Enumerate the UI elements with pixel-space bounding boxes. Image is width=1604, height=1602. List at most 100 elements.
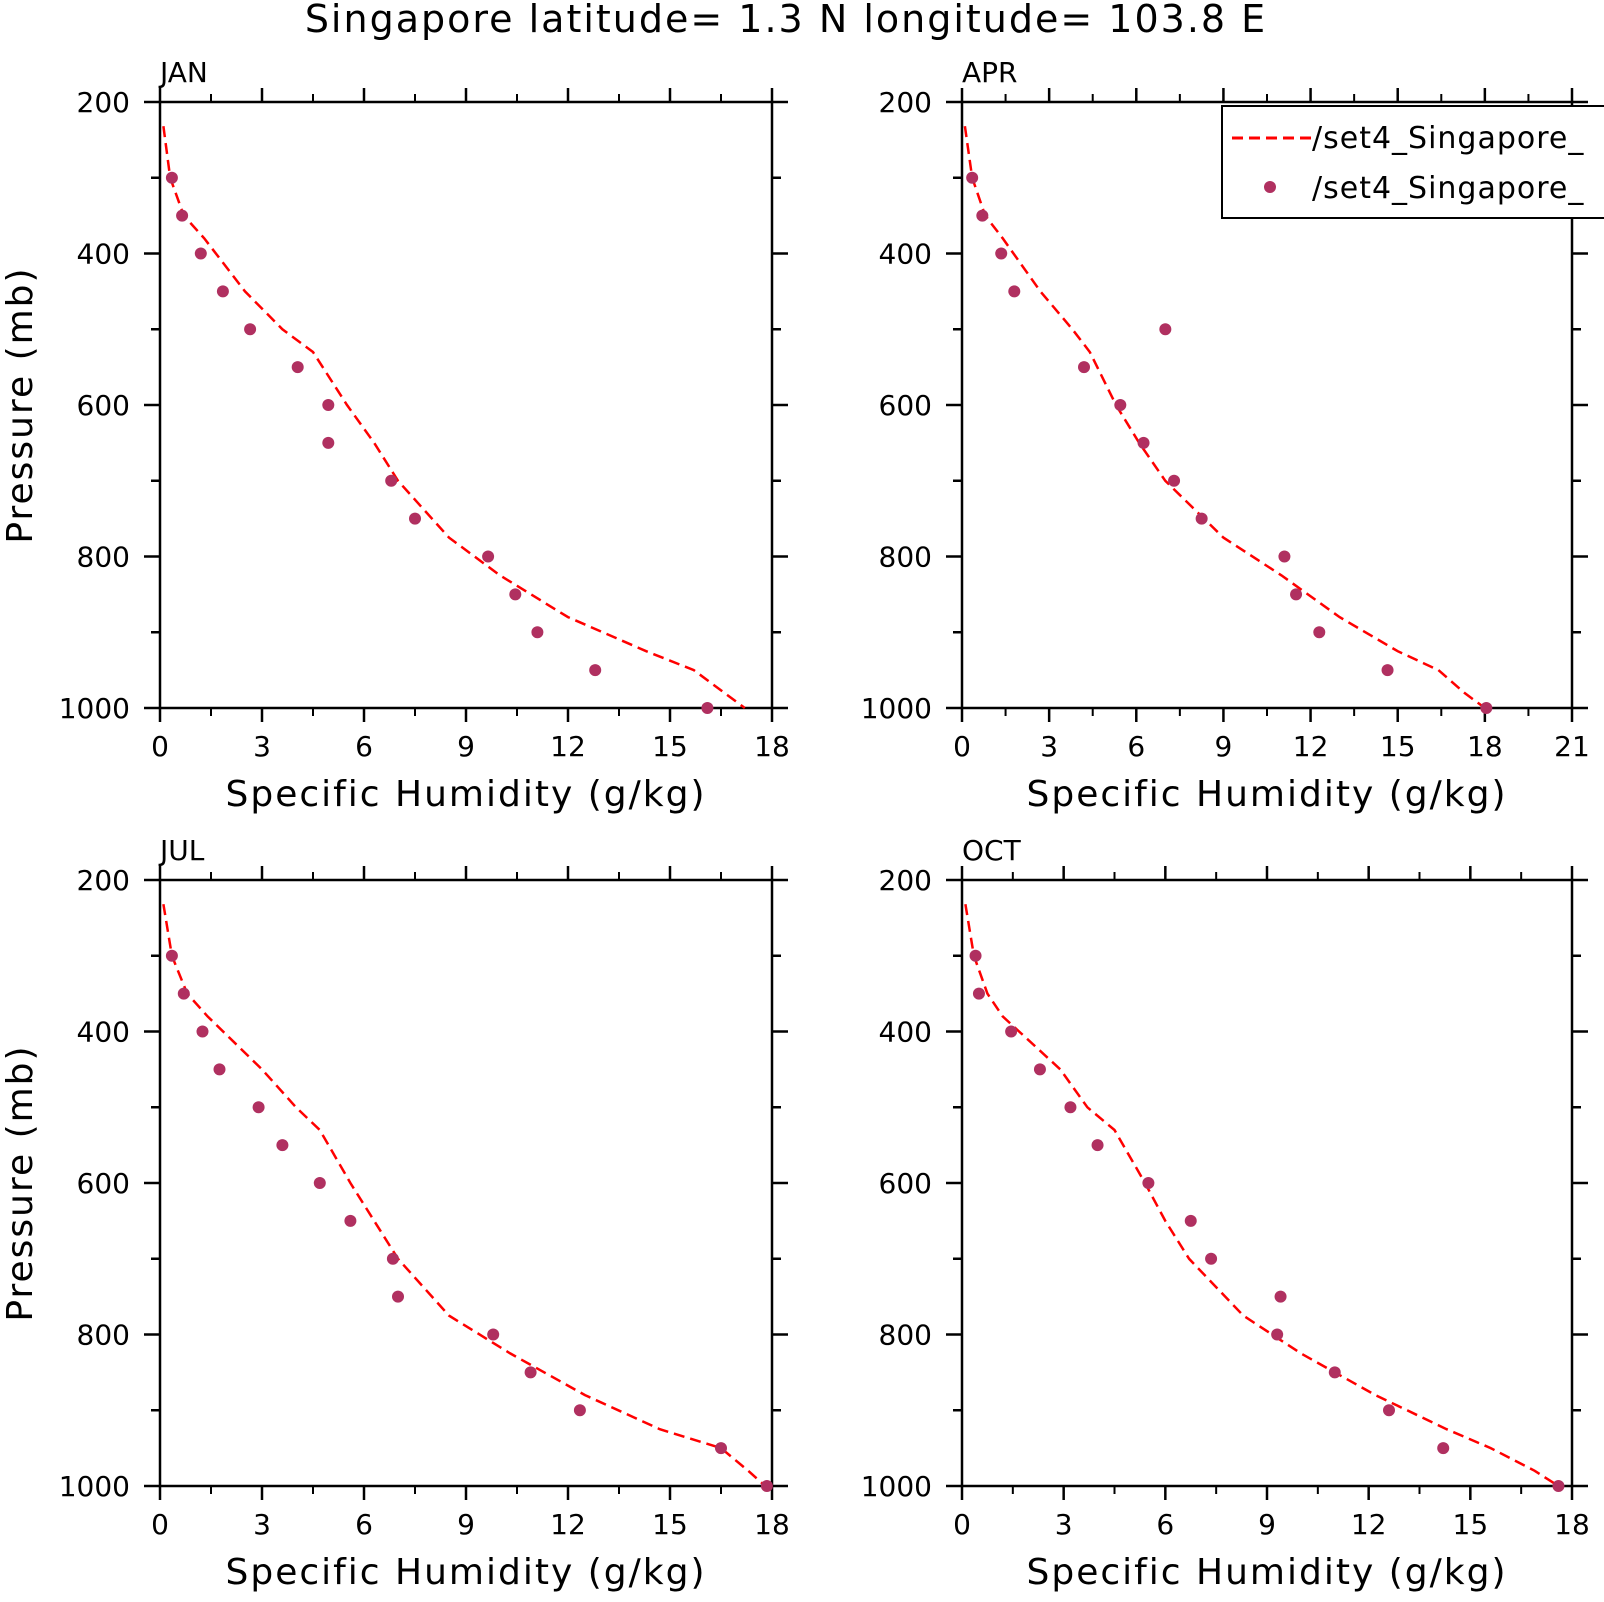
- obs-point: [976, 209, 989, 222]
- y-tick-label: 400: [879, 1016, 932, 1049]
- x-tick-label: 15: [1380, 730, 1416, 763]
- obs-point: [276, 1139, 289, 1152]
- obs-point: [573, 1404, 586, 1417]
- y-axis-label: Pressure (mb): [0, 1044, 41, 1321]
- obs-point: [1005, 1025, 1018, 1038]
- y-tick-label: 600: [77, 389, 130, 422]
- obs-point: [385, 474, 398, 487]
- y-tick-label: 400: [77, 1016, 130, 1049]
- x-tick-label: 15: [652, 730, 688, 763]
- obs-point: [1184, 1214, 1197, 1227]
- figure-title: Singapore latitude= 1.3 N longitude= 103…: [305, 0, 1267, 41]
- obs-point: [1271, 1328, 1284, 1341]
- obs-point: [313, 1177, 326, 1189]
- x-tick-label: 0: [151, 1508, 169, 1541]
- x-tick-label: 6: [355, 730, 373, 763]
- x-tick-label: 9: [457, 1508, 475, 1541]
- x-tick-label: 3: [253, 1508, 271, 1541]
- x-tick-label: 18: [1467, 730, 1503, 763]
- obs-point: [386, 1252, 399, 1265]
- model-series-line: [964, 903, 1560, 1488]
- obs-point: [165, 171, 178, 184]
- obs-point: [1008, 285, 1021, 298]
- obs-point: [1290, 588, 1303, 601]
- y-axis-label: Pressure (mb): [0, 266, 41, 543]
- panel-oct: 0 3 6 9 12 15 18 200 400 600 800 1000 OCT Specific Hu…: [861, 834, 1590, 1593]
- obs-point: [177, 987, 190, 1000]
- plot-frame: [158, 878, 774, 1488]
- obs-point: [1328, 1366, 1341, 1379]
- x-tick-label: 21: [1554, 730, 1590, 763]
- x-tick-label: 6: [355, 1508, 373, 1541]
- obs-point: [1383, 1404, 1395, 1417]
- panel-jan: 0 3 6 9 12 15 18 200 400 600 800 1000 JAN Specific Hu…: [0, 56, 790, 815]
- y-tick-label: 600: [879, 389, 932, 422]
- obs-point: [760, 1480, 773, 1492]
- x-tick-label: 9: [1215, 730, 1233, 763]
- y-tick-label: 1000: [59, 692, 130, 725]
- x-tick-label: 3: [1040, 730, 1058, 763]
- obs-point: [213, 1063, 226, 1076]
- obs-point: [1114, 399, 1127, 411]
- obs-point: [995, 247, 1008, 260]
- y-tick-label: 600: [77, 1167, 130, 1200]
- x-tick-label: 15: [652, 1508, 688, 1541]
- x-tick-label: 12: [550, 730, 586, 763]
- obs-point: [482, 550, 495, 563]
- obs-point: [252, 1101, 265, 1114]
- legend-marker-swatch: [1264, 181, 1276, 193]
- obs-point: [196, 1025, 209, 1038]
- y-tick-label: 200: [879, 86, 932, 119]
- y-tick-label: 200: [77, 864, 130, 897]
- obs-point: [1437, 1442, 1450, 1455]
- y-tick-label: 600: [879, 1167, 932, 1200]
- y-tick-label: 800: [879, 1319, 932, 1352]
- obs-point: [701, 702, 714, 714]
- legend-entry-obs: /set4_Singapore_: [1312, 171, 1584, 206]
- obs-point: [1278, 550, 1291, 563]
- x-axis-label: Specific Humidity (g/kg): [1026, 774, 1507, 815]
- y-tick-label: 1000: [861, 692, 932, 725]
- obs-point: [1033, 1063, 1046, 1076]
- obs-point: [176, 209, 189, 222]
- obs-point: [1078, 361, 1090, 374]
- legend: /set4_Singapore_ /set4_Singapore_: [1221, 105, 1604, 219]
- obs-point: [322, 436, 335, 449]
- obs-point: [531, 626, 544, 639]
- obs-point: [1064, 1101, 1077, 1114]
- y-tick-label: 800: [77, 541, 130, 574]
- obs-point: [1142, 1177, 1155, 1189]
- x-tick-label: 15: [1453, 1508, 1489, 1541]
- plot-frame: [158, 100, 774, 710]
- x-tick-label: 0: [953, 730, 971, 763]
- y-tick-label: 800: [77, 1319, 130, 1352]
- x-tick-label: 9: [1258, 1508, 1276, 1541]
- y-tick-label: 200: [879, 864, 932, 897]
- plot-frame: [960, 878, 1574, 1488]
- obs-point: [589, 664, 602, 677]
- y-tick-label: 400: [77, 238, 130, 271]
- y-tick-label: 400: [879, 238, 932, 271]
- x-tick-label: 3: [253, 730, 271, 763]
- obs-point: [1159, 323, 1172, 336]
- legend-entry-model: /set4_Singapore_: [1312, 121, 1584, 156]
- x-tick-label: 12: [1293, 730, 1329, 763]
- x-tick-label: 12: [1351, 1508, 1387, 1541]
- obs-point: [1480, 702, 1493, 714]
- obs-point: [1552, 1480, 1565, 1492]
- panel-apr: 0 3 6 9 12 15 18 21 200 400 600 800 1000 APR Specific …: [861, 56, 1590, 815]
- panel-title: JUL: [158, 834, 205, 867]
- panel-jul: 0 3 6 9 12 15 18 200 400 600 800 1000 JUL Specific Hu…: [0, 834, 790, 1593]
- model-series-line: [162, 903, 767, 1487]
- panel-title: APR: [962, 56, 1018, 89]
- obs-point: [966, 171, 979, 184]
- obs-point: [487, 1328, 500, 1341]
- y-tick-label: 1000: [59, 1470, 130, 1503]
- y-tick-label: 1000: [861, 1470, 932, 1503]
- legend-box: [1221, 105, 1604, 219]
- obs-point: [1091, 1139, 1104, 1152]
- obs-point: [244, 323, 257, 336]
- x-tick-label: 0: [151, 730, 169, 763]
